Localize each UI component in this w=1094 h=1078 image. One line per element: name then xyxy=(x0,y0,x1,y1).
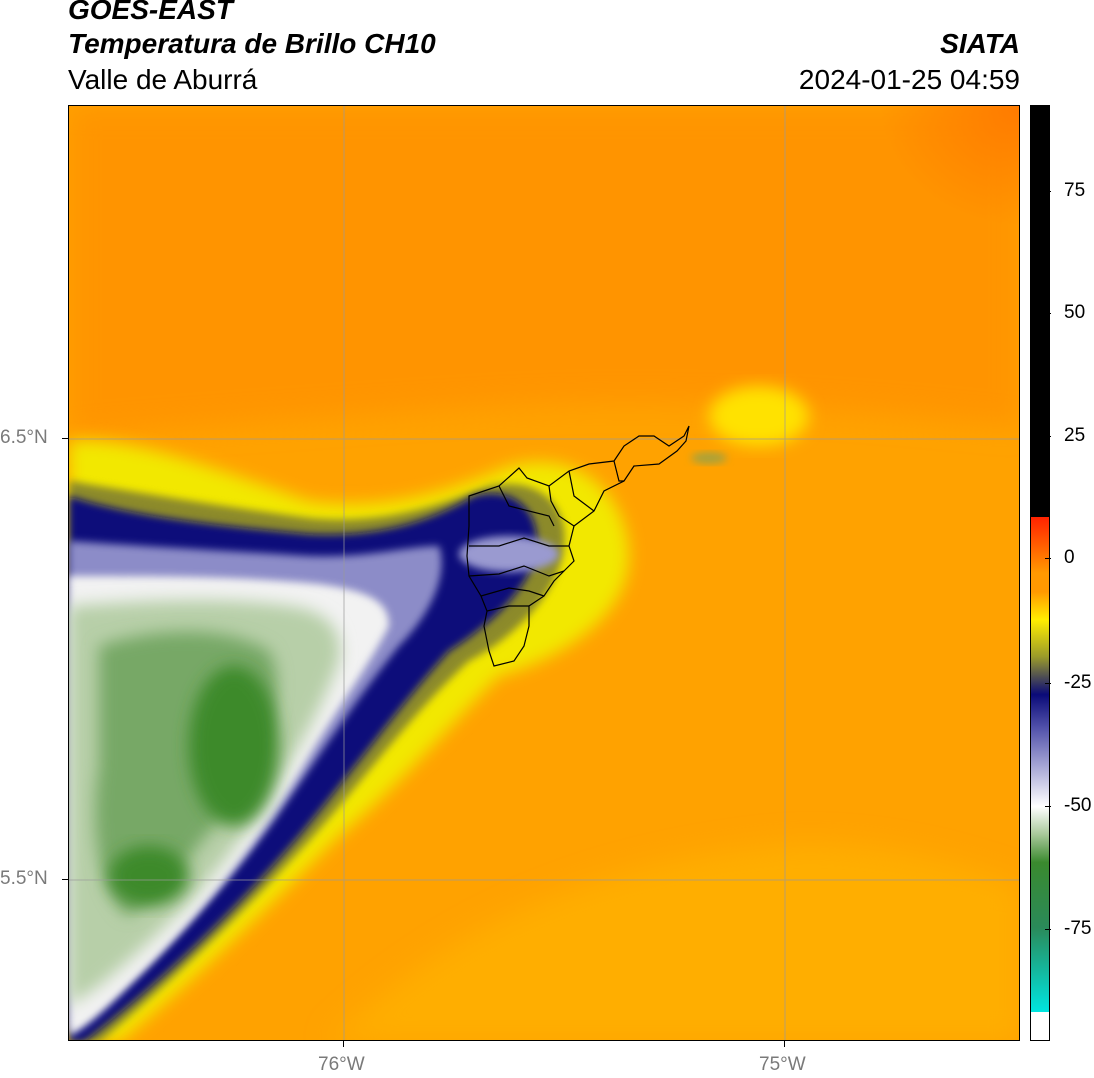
lighter-region-south xyxy=(331,844,1019,1040)
organization-label: SIATA xyxy=(940,28,1020,59)
y-axis-label-5-5n: 5.5°N xyxy=(0,868,48,889)
boundary-inner-1 xyxy=(498,485,555,527)
timestamp-label: 2024-01-25 04:59 xyxy=(798,64,1020,95)
olive-patch-east xyxy=(691,452,727,464)
colorbar-tick-50 xyxy=(1045,313,1051,314)
temperature-colorbar xyxy=(1030,105,1050,1041)
colorbar-tick-25 xyxy=(1045,436,1051,437)
boundary-outer xyxy=(466,425,690,667)
colorbar-tick-neg25 xyxy=(1045,683,1051,684)
boundary-inner-4 xyxy=(613,460,624,482)
map-grid xyxy=(69,106,1019,1040)
satellite-title: GOES-EAST xyxy=(68,0,233,25)
y-tick-6-5n xyxy=(62,438,68,439)
x-tick-76w xyxy=(343,1041,344,1047)
colorbar-label-25: 25 xyxy=(1064,425,1086,446)
x-axis-label-75w: 75°W xyxy=(759,1054,806,1075)
product-title: Temperatura de Brillo CH10 xyxy=(68,28,436,59)
colorbar-label-neg50: -50 xyxy=(1064,795,1092,816)
cloud-core-deepgreen-2 xyxy=(109,846,189,906)
valley-cloud-lavender xyxy=(459,536,559,572)
boundary-inner-3 xyxy=(568,470,595,512)
cloud-core-deepgreen-1 xyxy=(189,666,279,826)
yellow-patch-east xyxy=(709,386,809,446)
boundary-inner-5 xyxy=(468,565,565,577)
x-axis-label-76w: 76°W xyxy=(318,1054,365,1075)
colorbar-label-75: 75 xyxy=(1064,180,1086,201)
colorbar-label-0: 0 xyxy=(1064,547,1075,568)
y-tick-5-5n xyxy=(62,879,68,880)
brightness-temperature-map[interactable] xyxy=(68,105,1020,1041)
y-axis-label-6-5n: 6.5°N xyxy=(0,427,48,448)
colorbar-tick-0 xyxy=(1045,558,1051,559)
colorbar-tick-75 xyxy=(1045,191,1051,192)
x-tick-75w xyxy=(784,1041,785,1047)
colorbar-label-50: 50 xyxy=(1064,302,1086,323)
colorbar-label-neg75: -75 xyxy=(1064,918,1092,939)
colorbar-tick-neg75 xyxy=(1045,929,1051,930)
region-label: Valle de Aburrá xyxy=(68,64,258,95)
boundary-inner-7 xyxy=(486,605,529,612)
map-canvas xyxy=(69,106,1019,1040)
colorbar-tick-neg50 xyxy=(1045,806,1051,807)
warm-corner-ne xyxy=(669,106,1019,406)
colorbar-label-neg25: -25 xyxy=(1064,672,1092,693)
boundary-inner-6 xyxy=(480,587,545,597)
boundary-inner-2 xyxy=(548,485,575,527)
municipality-boundaries xyxy=(466,425,690,667)
boundary-inner-8 xyxy=(469,537,569,547)
